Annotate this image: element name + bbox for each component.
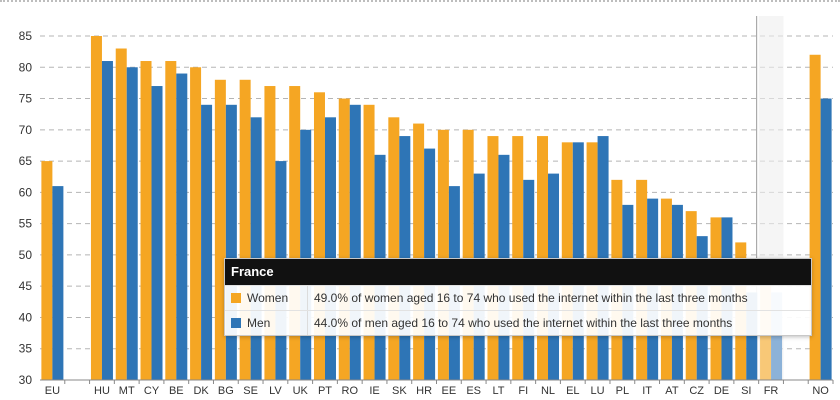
y-tick-label: 55 [19, 217, 33, 231]
bar-women [338, 98, 350, 380]
tooltip-series-text: 49.0% of women aged 16 to 74 who used th… [314, 291, 748, 305]
bar-women [437, 129, 449, 380]
x-tick-label: EU [45, 385, 60, 397]
men-swatch [231, 318, 241, 328]
y-tick-label: 50 [19, 248, 33, 262]
y-tick-label: 35 [19, 342, 33, 356]
x-tick-label: HU [94, 385, 110, 397]
bar-women [264, 86, 276, 380]
bar-women [214, 79, 226, 381]
x-tick-label: DK [193, 385, 209, 397]
bar-women [313, 92, 325, 381]
bar-men [250, 117, 262, 381]
y-tick-label: 70 [19, 123, 33, 137]
bar-men [300, 129, 312, 380]
y-tick-label: 60 [19, 185, 33, 199]
women-swatch [231, 293, 241, 303]
x-tick-label: SK [392, 385, 407, 397]
y-tick-label: 75 [19, 92, 33, 106]
x-tick-label: IE [369, 385, 379, 397]
y-tick-label: 85 [19, 29, 33, 43]
x-tick-label: MT [119, 385, 135, 397]
tooltip-row-women: Women 49.0% of women aged 16 to 74 who u… [225, 285, 811, 310]
tooltip-series-name: Women [247, 286, 308, 310]
bar-women [413, 123, 425, 381]
tooltip-row-men: Men 44.0% of men aged 16 to 74 who used … [225, 310, 811, 335]
bar-men [151, 86, 163, 380]
y-tick-label: 45 [19, 279, 33, 293]
x-tick-label: LT [492, 385, 504, 397]
bar-women [90, 36, 102, 380]
x-tick-label: DE [714, 385, 729, 397]
tooltip-title: France [225, 259, 811, 285]
x-tick-label: IT [642, 385, 652, 397]
bar-men [771, 292, 783, 380]
bar-men [349, 104, 361, 381]
bar-women [388, 117, 400, 381]
x-tick-label: CZ [689, 385, 704, 397]
bar-men [201, 104, 213, 381]
bar-men [820, 98, 832, 380]
bar-women [41, 161, 53, 380]
tooltip-series-name: Men [247, 311, 308, 335]
bar-men [101, 61, 113, 380]
y-tick-label: 80 [19, 60, 33, 74]
bar-men [126, 67, 138, 380]
chart-tooltip: France Women 49.0% of women aged 16 to 7… [224, 258, 812, 336]
bar-women [165, 61, 177, 380]
bar-women [363, 104, 375, 381]
bar-women [140, 61, 152, 380]
bar-women [239, 79, 251, 381]
x-tick-label: FR [764, 385, 779, 397]
x-tick-label: UK [293, 385, 309, 397]
bar-men [176, 73, 188, 380]
x-tick-label: SE [243, 385, 258, 397]
top-divider [0, 0, 840, 2]
bar-men [746, 292, 758, 380]
x-tick-label: HR [416, 385, 432, 397]
x-tick-label: LU [591, 385, 605, 397]
bar-men [52, 186, 64, 380]
x-tick-label: CY [144, 385, 160, 397]
bar-men [225, 104, 237, 381]
bar-women [190, 67, 202, 380]
x-tick-label: NL [541, 385, 555, 397]
y-tick-label: 65 [19, 154, 33, 168]
y-tick-label: 40 [19, 310, 33, 324]
x-tick-label: EL [566, 385, 579, 397]
x-tick-label: ES [466, 385, 481, 397]
tooltip-series-text: 44.0% of men aged 16 to 74 who used the … [314, 316, 733, 330]
x-tick-label: FI [518, 385, 528, 397]
x-tick-label: SI [741, 385, 751, 397]
x-tick-label: AT [665, 385, 679, 397]
x-tick-label: BG [218, 385, 234, 397]
x-tick-label: BE [169, 385, 184, 397]
bar-men [324, 117, 336, 381]
bar-women [289, 86, 301, 380]
y-tick-label: 30 [19, 373, 33, 387]
bar-women [462, 129, 474, 380]
x-tick-label: PL [616, 385, 629, 397]
x-tick-label: RO [342, 385, 359, 397]
x-tick-label: NO [812, 385, 829, 397]
x-tick-label: EE [442, 385, 457, 397]
x-tick-label: PT [318, 385, 332, 397]
bar-women [115, 48, 127, 380]
x-tick-label: LV [269, 385, 282, 397]
bar-women [809, 54, 821, 380]
